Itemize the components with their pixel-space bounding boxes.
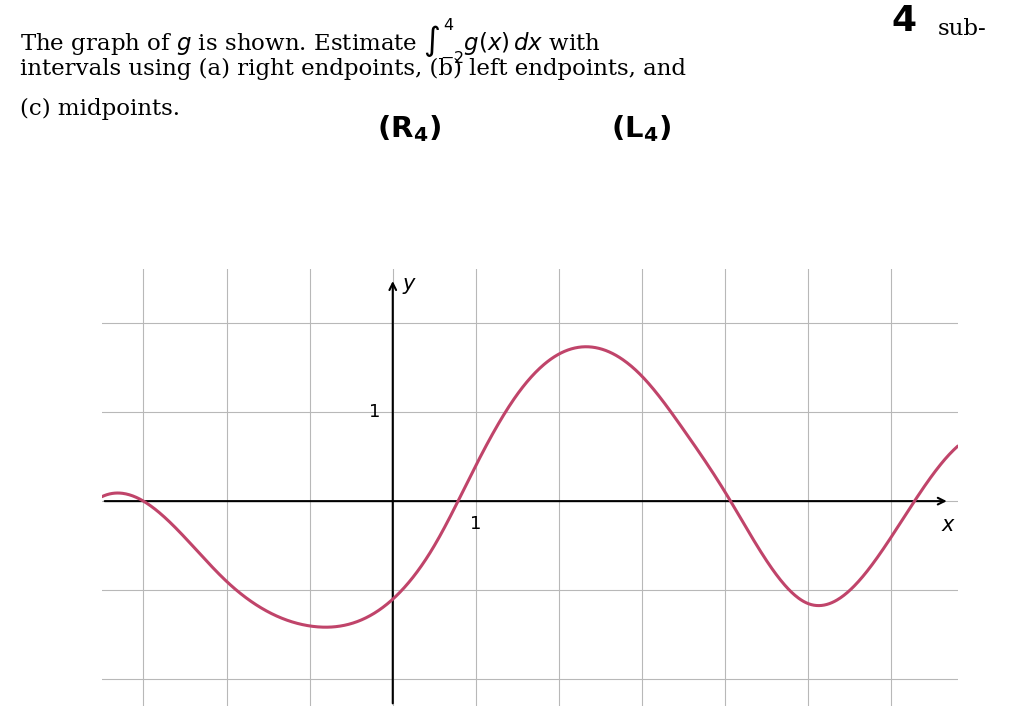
Text: 1: 1 (369, 403, 380, 421)
Text: (c) midpoints.: (c) midpoints. (20, 98, 180, 120)
Text: sub-: sub- (937, 18, 986, 40)
Text: The graph of $g$ is shown. Estimate $\int_{-2}^{4} g(x)\,dx$ with: The graph of $g$ is shown. Estimate $\in… (20, 18, 601, 66)
Text: 1: 1 (470, 515, 482, 532)
Text: x: x (942, 515, 954, 534)
Text: 4: 4 (892, 4, 917, 38)
Text: $\mathbf{(R_4)}$: $\mathbf{(R_4)}$ (377, 113, 441, 143)
Text: $\mathbf{(L_4)}$: $\mathbf{(L_4)}$ (611, 113, 672, 143)
Text: y: y (403, 274, 415, 294)
Text: intervals using (a) right endpoints, (b) left endpoints, and: intervals using (a) right endpoints, (b)… (20, 58, 687, 80)
